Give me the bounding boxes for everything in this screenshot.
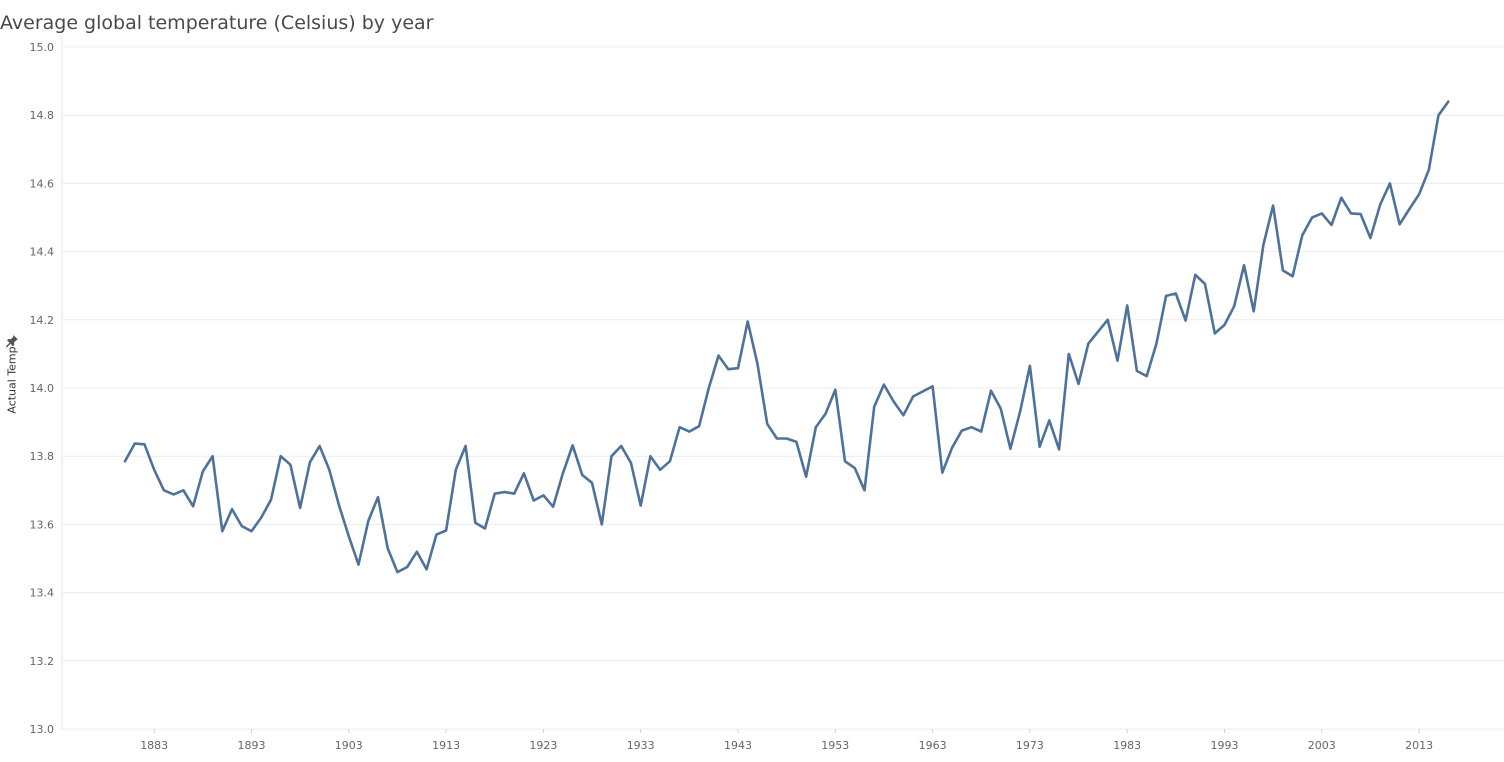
x-tick-label: 1893 [237,739,265,752]
y-tick-label: 13.0 [30,723,55,736]
y-tick-label: 14.2 [30,314,55,327]
gridlines [61,36,1504,730]
x-tick-label: 1933 [627,739,655,752]
x-tick-label: 1903 [335,739,363,752]
y-tick-label: 14.4 [30,246,55,259]
y-tick-label: 13.2 [30,655,55,668]
x-tick-label: 2003 [1308,739,1336,752]
y-tick-label: 15.0 [30,41,55,54]
y-tick-label: 13.6 [30,518,55,531]
x-tick-label: 1983 [1113,739,1141,752]
pin-icon[interactable] [5,334,19,348]
series-group [123,100,1450,574]
x-tick-label: 1913 [432,739,460,752]
x-tick-label: 1993 [1210,739,1238,752]
y-tick-label: 14.6 [30,177,55,190]
y-tick-label: 14.8 [30,109,55,122]
x-axis-ticks: 1883 1893 1903 1913 1923 1933 1943 1953 1963 1973… [140,729,1433,752]
x-tick-label: 1943 [724,739,752,752]
x-tick-label: 1973 [1016,739,1044,752]
chart-title: Average global temperature (Celsius) by … [0,12,434,34]
x-tick-label: 1883 [140,739,168,752]
y-tick-label: 13.4 [30,587,55,600]
series-line-actual-temp[interactable] [123,100,1450,574]
x-tick-label: 1923 [529,739,557,752]
x-tick-label: 2013 [1405,739,1433,752]
y-axis-ticks: 13.0 13.2 13.4 13.6 13.8 14.0 14.2 14.4 14.6 14.8… [30,41,55,736]
x-tick-label: 1963 [919,739,947,752]
y-tick-label: 14.0 [30,382,55,395]
y-tick-label: 13.8 [30,450,55,463]
x-tick-label: 1953 [821,739,849,752]
